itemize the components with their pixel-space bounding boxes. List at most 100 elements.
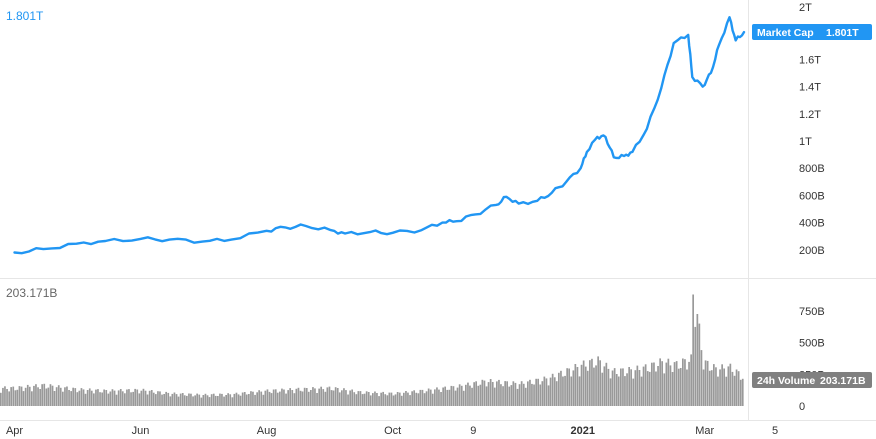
y-tick-label: 400B: [799, 218, 825, 230]
volume-bar: [388, 392, 391, 406]
volume-bar: [28, 386, 31, 406]
volume-bar: [80, 388, 83, 406]
volume-bar: [504, 381, 506, 406]
volume-bar: [35, 384, 37, 406]
volume-bar: [584, 366, 587, 406]
volume-bar: [562, 376, 564, 406]
volume-bar: [599, 360, 601, 406]
volume-bar: [630, 369, 632, 406]
volume-bar: [227, 393, 229, 406]
volume-bar: [586, 370, 589, 406]
volume-bar: [589, 360, 591, 406]
volume-bar: [384, 394, 387, 406]
volume-bar: [283, 389, 285, 406]
volume-bar: [429, 389, 432, 406]
volume-bar: [208, 397, 211, 406]
volume-bar: [467, 382, 469, 406]
volume-tag: 24h Volume 203.171B: [752, 372, 872, 388]
volume-bar: [217, 396, 219, 406]
volume-bar: [190, 393, 192, 406]
volume-bar: [431, 393, 434, 406]
volume-bar: [386, 395, 389, 406]
volume-bar: [233, 393, 236, 406]
volume-bar: [644, 364, 647, 406]
volume-bar: [349, 390, 351, 406]
y-tick-label: 1T: [799, 136, 812, 148]
volume-bar: [97, 389, 99, 406]
y-tick-label: 1.6T: [799, 54, 821, 66]
volume-bar: [460, 385, 463, 406]
volume-bar: [31, 391, 33, 406]
volume-bar: [260, 391, 263, 406]
volume-bar: [427, 388, 430, 406]
volume-bar: [739, 379, 742, 406]
volume-bar: [264, 390, 267, 406]
volume-bar: [113, 390, 116, 406]
volume-bar: [128, 389, 130, 406]
volume-bar: [527, 381, 529, 406]
volume-bar: [673, 362, 676, 406]
volume-bar: [2, 387, 4, 406]
volume-bar: [192, 396, 194, 406]
volume-bar: [355, 394, 358, 406]
volume-bar: [62, 391, 64, 406]
volume-bar: [221, 393, 223, 406]
volume-bar: [159, 391, 161, 406]
x-tick-label: 5: [772, 425, 778, 437]
volume-bar: [648, 371, 651, 406]
volume-bar: [390, 392, 393, 406]
x-tick-label: Oct: [384, 425, 401, 437]
volume-bar: [68, 390, 70, 406]
volume-bar: [144, 390, 147, 406]
volume-bar: [146, 394, 149, 406]
market-cap-tag-bg: [752, 24, 872, 40]
volume-bar: [417, 393, 420, 406]
volume-bar: [524, 387, 527, 406]
volume-bar: [640, 376, 643, 406]
volume-bar: [405, 391, 407, 406]
volume-bar: [421, 389, 424, 406]
volume-bar: [279, 391, 281, 406]
volume-bar: [39, 389, 41, 406]
volume-bar: [124, 393, 126, 406]
volume-bar: [512, 381, 515, 406]
volume-bar: [679, 368, 682, 406]
volume-bar: [700, 350, 703, 406]
volume-bar: [20, 386, 23, 406]
volume-bar: [642, 366, 645, 406]
volume-bar: [155, 394, 157, 406]
volume-bar: [250, 391, 252, 406]
volume-bar: [177, 396, 180, 406]
volume-bar: [316, 393, 318, 406]
volume-bar: [169, 396, 172, 406]
volume-bar: [140, 390, 143, 406]
volume-bar: [719, 369, 721, 406]
volume-bar: [423, 393, 426, 406]
volume-bar: [150, 390, 153, 406]
volume-tag-bg: [752, 372, 872, 388]
volume-bar: [593, 367, 595, 406]
volume-bar: [605, 362, 608, 406]
volume-bar: [500, 384, 502, 406]
volume-bar: [0, 392, 2, 406]
volume-bar: [14, 390, 17, 406]
volume-bar: [268, 391, 271, 406]
volume-bar: [272, 389, 275, 406]
x-tick-label: Aug: [257, 425, 277, 437]
volume-bar: [243, 392, 246, 406]
volume-bar: [659, 358, 661, 406]
volume-bar: [33, 385, 35, 406]
volume-bar: [456, 387, 459, 406]
volume-bar: [549, 377, 552, 406]
volume-bar: [543, 376, 546, 406]
volume-bar: [626, 373, 628, 406]
volume-bar: [729, 363, 732, 406]
volume-bar: [301, 391, 304, 406]
volume-bar: [322, 389, 325, 406]
volume-bar: [696, 314, 699, 406]
volume-bar: [374, 391, 376, 406]
volume-bar: [341, 390, 343, 406]
volume-bar: [202, 395, 205, 406]
volume-bar: [167, 392, 170, 406]
volume-bar: [235, 392, 238, 406]
